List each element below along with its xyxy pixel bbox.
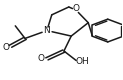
- Text: O: O: [38, 54, 45, 63]
- Text: O: O: [73, 4, 80, 13]
- Text: N: N: [44, 26, 50, 35]
- Text: OH: OH: [76, 57, 90, 66]
- Text: O: O: [2, 43, 9, 52]
